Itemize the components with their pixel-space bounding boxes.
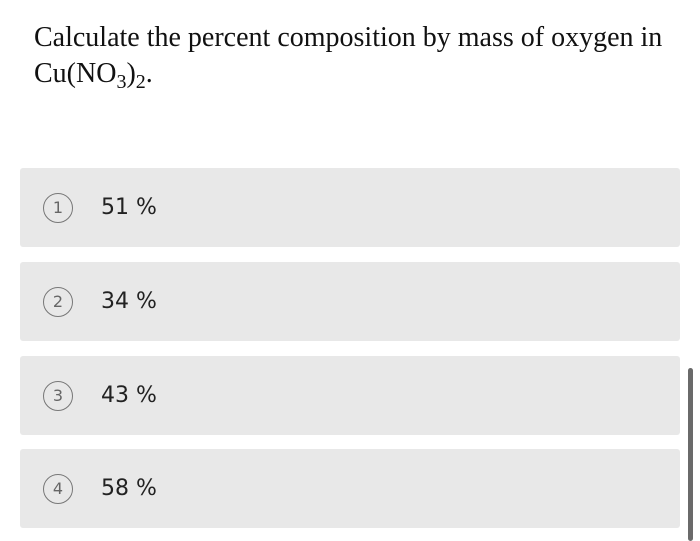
option-number: 3 bbox=[43, 381, 73, 411]
option-number: 2 bbox=[43, 287, 73, 317]
option-text: 34 % bbox=[101, 289, 157, 314]
option-number: 1 bbox=[43, 193, 73, 223]
formula-part: . bbox=[145, 58, 153, 89]
option-text: 51 % bbox=[101, 195, 157, 220]
formula-subscript: 2 bbox=[135, 71, 146, 93]
formula-part: ) bbox=[126, 58, 136, 89]
answer-option[interactable]: 4 58 % bbox=[20, 449, 680, 528]
answer-option[interactable]: 3 43 % bbox=[20, 356, 680, 435]
formula: Cu(NO3)2. bbox=[34, 58, 153, 92]
question: Calculate the percent composition by mas… bbox=[34, 20, 674, 92]
question-text: Calculate the percent composition by mas… bbox=[34, 22, 663, 53]
option-text: 43 % bbox=[101, 383, 157, 408]
answer-option[interactable]: 2 34 % bbox=[20, 262, 680, 341]
formula-subscript: 3 bbox=[116, 71, 127, 93]
option-number: 4 bbox=[43, 474, 73, 504]
formula-part: Cu(NO bbox=[34, 58, 117, 89]
scrollbar[interactable] bbox=[688, 368, 693, 541]
answer-option[interactable]: 1 51 % bbox=[20, 168, 680, 247]
option-text: 58 % bbox=[101, 476, 157, 501]
